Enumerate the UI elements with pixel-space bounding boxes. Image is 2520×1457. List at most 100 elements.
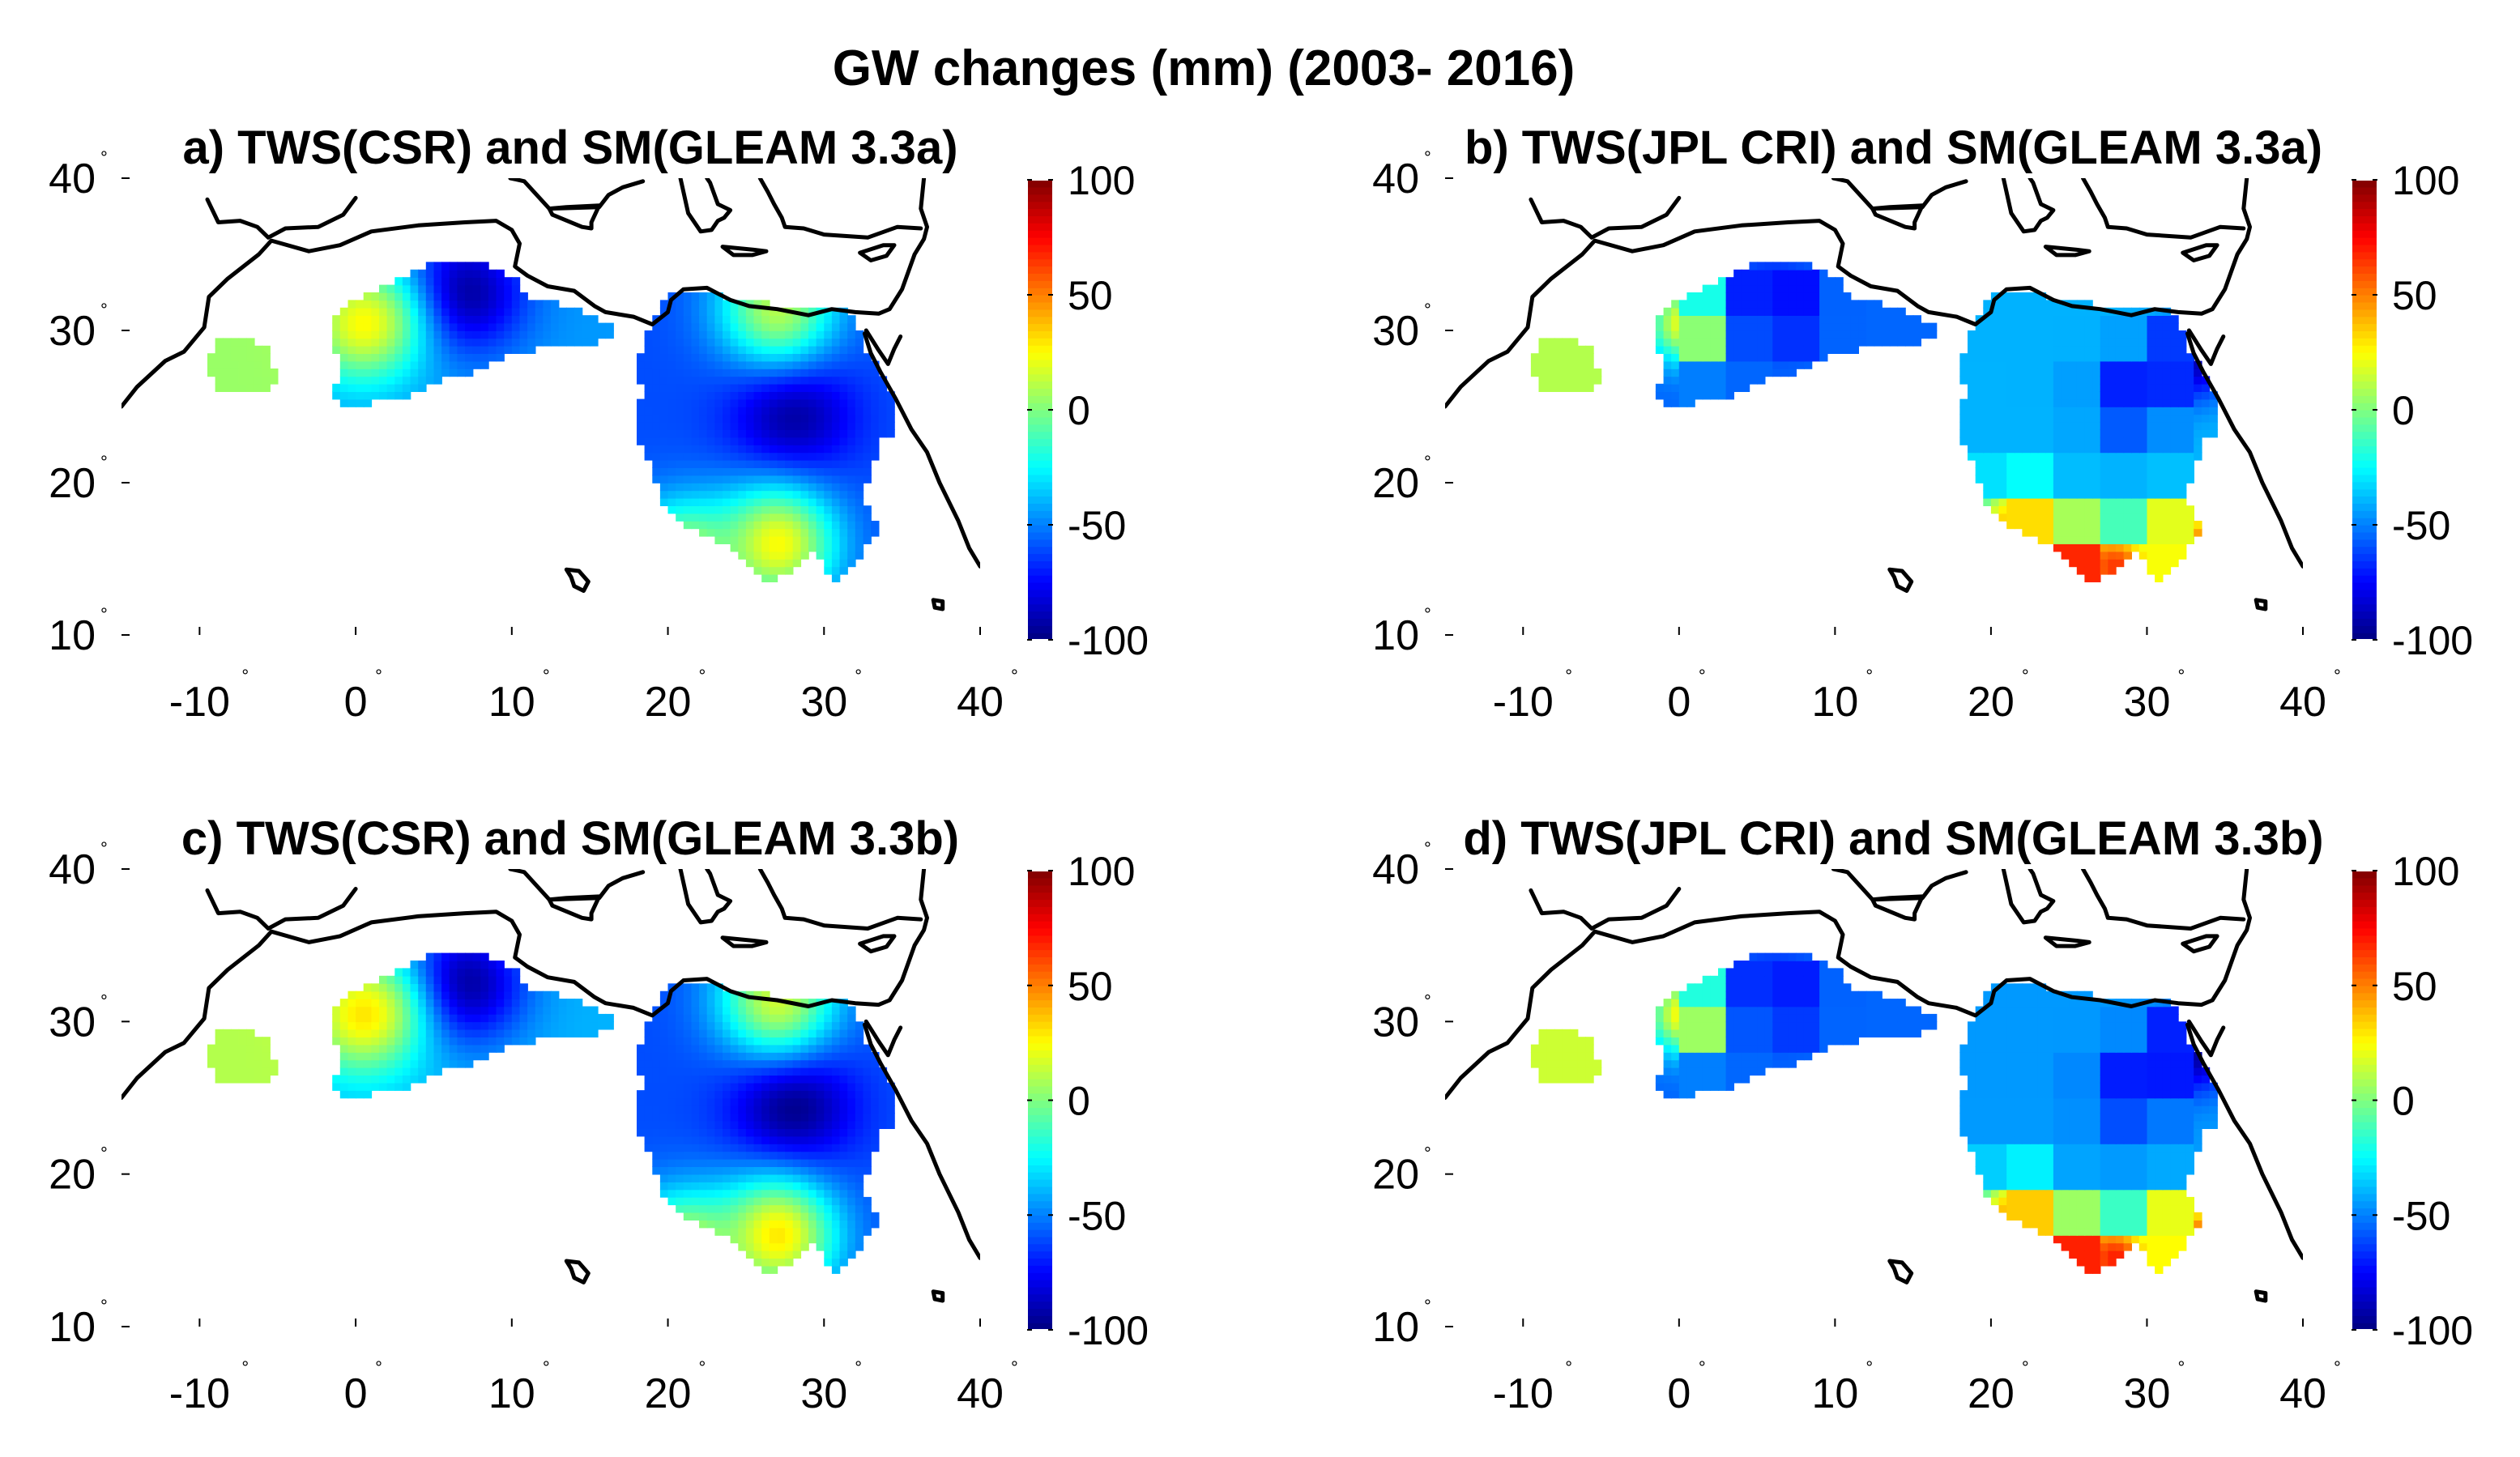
grid-cell — [808, 1196, 817, 1206]
grid-cell — [1678, 345, 1688, 354]
grid-cell — [730, 513, 739, 522]
grid-cell — [792, 513, 802, 522]
grid-cell — [652, 459, 661, 468]
grid-cell — [2006, 315, 2015, 324]
grid-cell — [831, 445, 841, 454]
grid-cell — [1538, 1029, 1547, 1037]
grid-cell — [792, 1235, 802, 1244]
grid-cell — [706, 1151, 716, 1160]
grid-cell — [2030, 292, 2039, 301]
grid-cell — [1757, 952, 1766, 961]
grid-cell — [339, 1021, 349, 1030]
grid-cell — [348, 991, 356, 999]
grid-cell — [2092, 330, 2101, 339]
grid-cell — [1968, 360, 1976, 369]
grid-cell — [659, 1189, 669, 1198]
grid-cell — [652, 1128, 661, 1137]
grid-cell — [332, 1013, 341, 1023]
grid-cell — [824, 414, 833, 423]
grid-cell — [2014, 421, 2023, 430]
grid-cell — [738, 521, 747, 530]
grid-cell — [465, 345, 474, 354]
grid-cell — [808, 330, 817, 339]
grid-cell — [254, 345, 263, 354]
grid-cell — [691, 1067, 700, 1076]
grid-cell — [1983, 322, 1992, 331]
grid-cell — [792, 1212, 802, 1221]
grid-cell — [574, 315, 583, 324]
grid-cell — [761, 475, 770, 484]
grid-cell — [847, 1067, 856, 1076]
grid-cell — [2178, 551, 2187, 560]
grid-cell — [1741, 1006, 1750, 1015]
grid-cell — [753, 1196, 762, 1206]
grid-cell — [1843, 1029, 1852, 1037]
grid-cell — [699, 1090, 708, 1099]
grid-cell — [1772, 952, 1781, 961]
grid-cell — [723, 1082, 731, 1091]
grid-cell — [2100, 445, 2109, 454]
grid-cell — [792, 1151, 802, 1160]
grid-cell — [2053, 407, 2062, 415]
grid-cell — [753, 1082, 762, 1091]
grid-cell — [348, 1052, 356, 1061]
grid-cell — [2014, 467, 2023, 476]
grid-cell — [676, 1105, 684, 1114]
grid-cell — [1718, 1075, 1727, 1084]
grid-cell — [699, 1158, 708, 1167]
grid-cell — [683, 300, 693, 309]
grid-cell — [1678, 300, 1688, 309]
grid-cell — [863, 1059, 872, 1068]
grid-cell — [637, 1044, 646, 1053]
grid-cell — [785, 1174, 794, 1182]
grid-cell — [1671, 369, 1680, 377]
grid-cell — [777, 1204, 786, 1213]
grid-cell — [644, 429, 653, 438]
grid-cell — [1686, 391, 1695, 400]
coastline-greece — [678, 869, 733, 925]
grid-cell — [878, 1082, 888, 1091]
grid-cell — [863, 1220, 872, 1229]
grid-cell — [1749, 262, 1758, 271]
grid-cell — [855, 490, 864, 499]
grid-cell — [785, 497, 794, 506]
grid-cell — [254, 353, 263, 362]
grid-cell — [745, 1166, 755, 1175]
grid-cell — [2037, 475, 2047, 484]
grid-cell — [1858, 300, 1867, 309]
grid-cell — [2022, 521, 2031, 530]
grid-cell — [457, 975, 466, 984]
grid-cell — [465, 952, 474, 961]
grid-cell — [761, 300, 770, 309]
grid-cell — [1975, 398, 1985, 407]
grid-cell — [792, 475, 802, 484]
colorbar-segment — [1027, 1093, 1053, 1101]
grid-cell — [410, 1021, 419, 1030]
grid-cell — [2123, 535, 2132, 544]
grid-cell — [723, 999, 731, 1008]
grid-cell — [1983, 467, 1992, 476]
grid-cell — [590, 330, 599, 339]
grid-cell — [472, 322, 481, 331]
grid-cell — [394, 1067, 403, 1076]
grid-cell — [2115, 330, 2125, 339]
grid-cell — [433, 1013, 442, 1023]
grid-cell — [1990, 353, 2000, 362]
grid-cell — [777, 421, 786, 430]
grid-cell — [2194, 437, 2202, 445]
colorbar-segment — [2352, 416, 2377, 425]
grid-cell — [808, 1082, 817, 1091]
grid-cell — [441, 353, 450, 362]
grid-cell — [2123, 407, 2132, 415]
grid-cell — [1678, 307, 1688, 316]
grid-cell — [425, 330, 435, 339]
grid-cell — [753, 353, 762, 362]
grid-cell — [777, 1196, 786, 1206]
grid-cell — [551, 338, 560, 347]
grid-cell — [808, 414, 817, 423]
grid-cell — [480, 345, 489, 354]
grid-cell — [831, 391, 841, 400]
grid-cell — [839, 1052, 848, 1061]
grid-cell — [1803, 1013, 1813, 1023]
grid-cell — [714, 505, 723, 514]
